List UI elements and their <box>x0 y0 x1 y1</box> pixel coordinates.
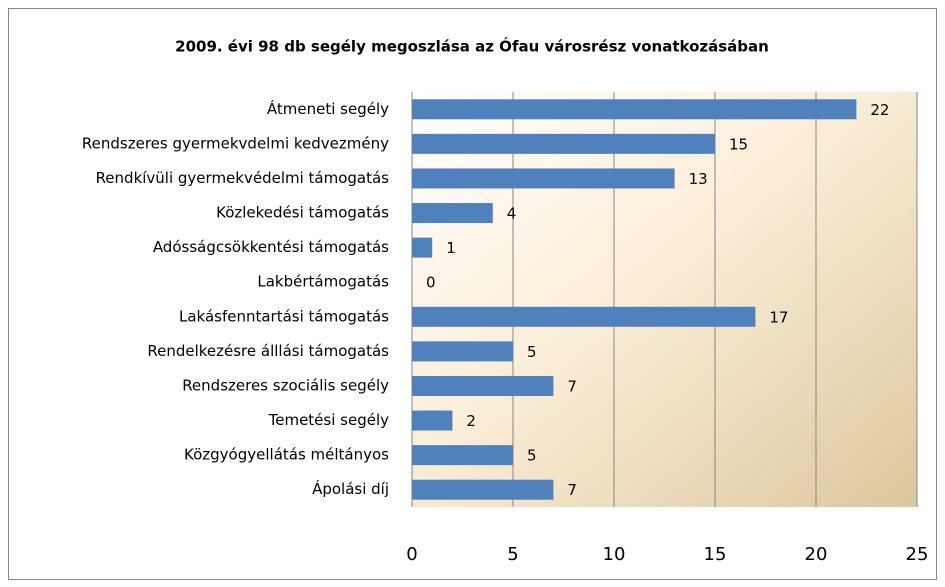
x-tick-label: 10 <box>603 544 626 565</box>
bar <box>412 479 554 500</box>
bar <box>412 99 857 120</box>
y-tick-label: Rendszeres szociális segély <box>182 376 389 394</box>
bar <box>412 203 493 224</box>
y-tick-label: Rendszeres gyermekvdelmi kedvezmény <box>82 134 389 152</box>
bar <box>412 168 675 189</box>
bar <box>412 410 453 431</box>
value-label: 7 <box>567 377 577 395</box>
y-tick-label: Lakásfenntartási támogatás <box>179 307 389 325</box>
y-tick-label: Ápolási díj <box>312 479 389 498</box>
value-label: 22 <box>870 101 889 119</box>
value-label: 15 <box>729 135 748 153</box>
value-label: 7 <box>567 481 577 499</box>
value-label: 0 <box>426 274 436 292</box>
value-label: 5 <box>527 343 537 361</box>
y-tick-label: Rendkívüli gyermekvédelmi támogatás <box>96 169 390 187</box>
y-tick-label: Közlekedési támogatás <box>216 204 389 222</box>
y-tick-label: Közgyógyellátás méltányos <box>184 446 389 464</box>
y-tick-label: Átmeneti segély <box>267 99 389 118</box>
bar <box>412 445 513 466</box>
bar <box>412 306 756 327</box>
x-tick-label: 0 <box>406 544 417 565</box>
value-label: 17 <box>769 308 788 326</box>
bar <box>412 341 513 362</box>
x-tick-label: 20 <box>805 544 828 565</box>
x-tick-label: 5 <box>507 544 518 565</box>
bar <box>412 133 715 154</box>
y-tick-label: Rendelkezésre álllási támogatás <box>147 342 389 360</box>
value-label: 2 <box>466 412 476 430</box>
plot-area <box>412 92 917 507</box>
value-label: 1 <box>446 239 456 257</box>
y-tick-label: Lakbértámogatás <box>257 273 389 291</box>
bar <box>412 375 554 396</box>
y-tick-label: Temetési segély <box>268 411 390 429</box>
value-label: 5 <box>527 447 537 465</box>
x-tick-label: 15 <box>704 544 727 565</box>
value-label: 13 <box>689 170 708 188</box>
chart-title: 2009. évi 98 db segély megoszlása az Ófa… <box>175 37 769 56</box>
y-tick-label: Adósságcsökkentési támogatás <box>153 238 389 256</box>
x-tick-label: 25 <box>906 544 929 565</box>
value-label: 4 <box>507 205 517 223</box>
bar <box>412 237 433 258</box>
